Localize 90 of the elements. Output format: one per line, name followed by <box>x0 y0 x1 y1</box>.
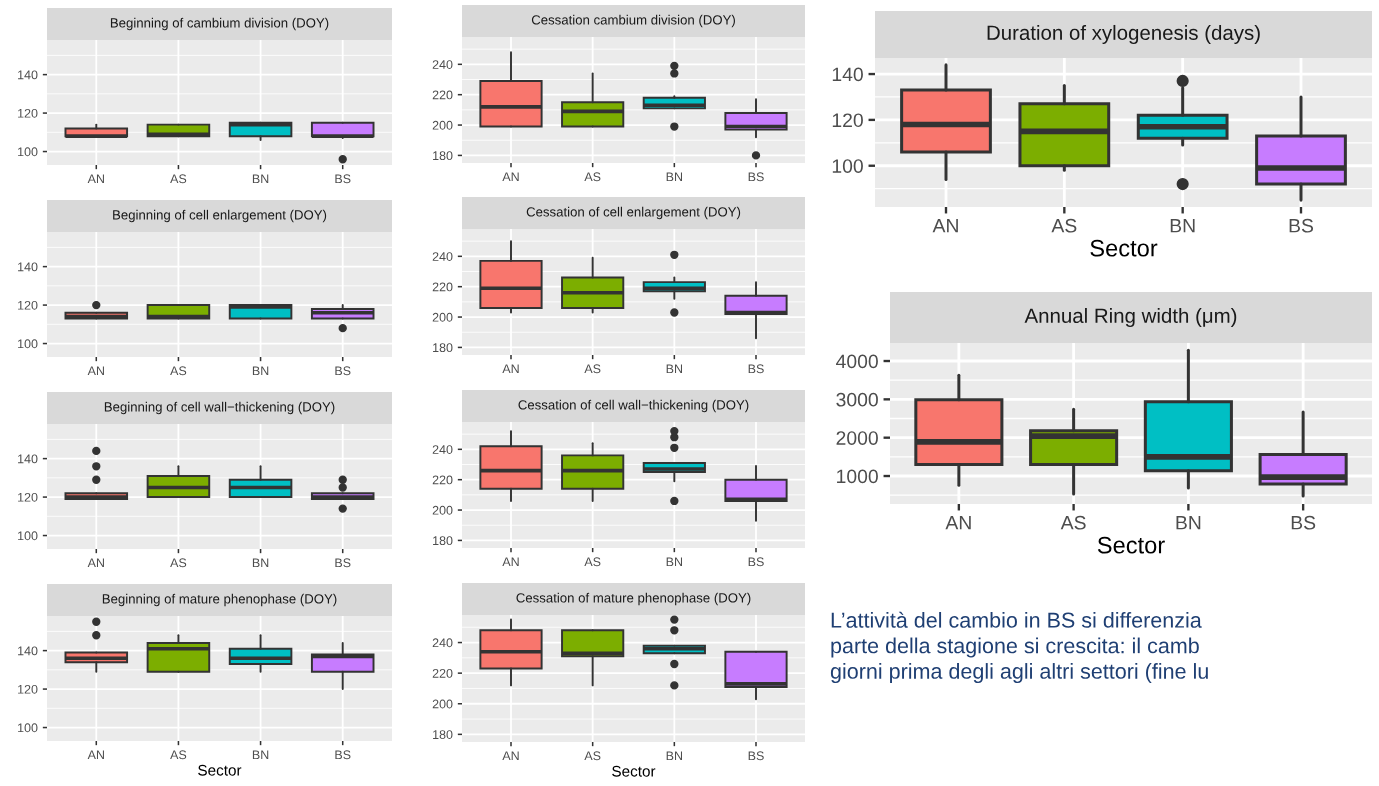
y-tick-label: 100 <box>18 723 38 733</box>
y-tick-label: 100 <box>18 147 38 157</box>
x-axis-title: Sector <box>612 765 656 777</box>
x-tick-label: AN <box>502 172 519 182</box>
x-tick-label: AN <box>87 366 104 376</box>
y-tick-label: 2000 <box>836 431 878 445</box>
x-tick-label: BS <box>748 557 764 567</box>
y-tick-label: 120 <box>18 684 38 694</box>
y-tick-label: 200 <box>432 312 453 322</box>
y-tick-label: 200 <box>432 120 453 130</box>
chart-title: Cessation of mature phenophase (DOY) <box>516 592 751 606</box>
x-tick-label: AS <box>170 558 187 568</box>
y-tick-label: 1000 <box>837 469 878 484</box>
x-tick-label: AN <box>502 557 519 567</box>
x-tick-label: AS <box>170 750 187 760</box>
y-tick-label: 240 <box>432 60 453 69</box>
y-tick-label: 180 <box>433 343 453 353</box>
y-tick-label: 200 <box>432 699 453 709</box>
y-tick-label: 180 <box>433 730 453 739</box>
x-tick-label: AN <box>945 516 971 530</box>
x-axis-title: Sector <box>1090 239 1158 257</box>
x-tick-label: BS <box>335 750 351 760</box>
x-tick-label: AN <box>87 558 104 568</box>
y-tick-label: 220 <box>432 90 453 100</box>
chart-title: Beginning of cell wall−thickening (DOY) <box>104 401 335 415</box>
y-tick-label: 240 <box>432 252 453 261</box>
chart-title: Duration of xylogenesis (days) <box>987 24 1260 45</box>
chart-title: Beginning of mature phenophase (DOY) <box>102 593 337 607</box>
y-tick-label: 140 <box>18 454 38 464</box>
x-tick-label: BN <box>1176 516 1201 530</box>
y-tick-label: 4000 <box>836 354 878 369</box>
chart-title: Cessation of cell wall−thickening (DOY) <box>518 399 749 413</box>
chart-title: Cessation of cell enlargement (DOY) <box>526 206 741 220</box>
x-tick-label: BS <box>748 364 764 374</box>
x-tick-label: AS <box>170 366 187 376</box>
x-tick-label: BN <box>666 364 682 374</box>
x-tick-label: BS <box>1291 515 1316 530</box>
x-tick-label: BN <box>252 366 269 376</box>
y-tick-label: 140 <box>832 67 863 82</box>
y-tick-label: 120 <box>832 113 863 128</box>
y-tick-label: 220 <box>432 668 453 678</box>
x-tick-label: BS <box>748 751 764 761</box>
y-tick-label: 220 <box>432 475 453 485</box>
x-tick-label: BS <box>748 172 764 182</box>
y-tick-label: 3000 <box>836 392 878 407</box>
x-tick-label: AN <box>502 751 519 761</box>
y-tick-label: 140 <box>18 70 38 80</box>
y-tick-label: 100 <box>832 159 863 173</box>
y-tick-label: 100 <box>18 531 38 541</box>
x-tick-label: BS <box>335 558 351 568</box>
x-tick-label: BN <box>666 557 682 567</box>
x-tick-label: AN <box>502 364 519 374</box>
x-tick-label: AN <box>87 174 104 184</box>
x-tick-label: BN <box>1170 219 1195 233</box>
text: L’attività del cambio in BS si differenzia parte della stagione si crescita: il camb giorni prima degli agli altri settori (fine lu <box>830 611 1208 684</box>
x-tick-label: AS <box>584 557 601 567</box>
x-tick-label: BN <box>252 558 269 568</box>
y-tick-label: 100 <box>18 339 38 349</box>
x-tick-label: BN <box>666 172 682 182</box>
x-axis-title: Sector <box>198 764 242 776</box>
x-tick-label: AN <box>932 219 958 233</box>
y-tick-label: 140 <box>18 262 38 272</box>
x-tick-label: BS <box>1289 218 1314 233</box>
y-tick-label: 180 <box>433 536 453 546</box>
x-tick-label: AS <box>1051 218 1077 233</box>
x-tick-label: AS <box>1060 515 1086 530</box>
y-tick-label: 240 <box>432 638 453 648</box>
x-tick-label: AS <box>170 174 187 184</box>
y-tick-label: 120 <box>18 108 38 118</box>
chart-title: Beginning of cambium division (DOY) <box>110 17 329 31</box>
chart-title: Annual Ring width (μm) <box>1024 307 1237 328</box>
y-tick-label: 240 <box>432 445 453 454</box>
y-tick-label: 220 <box>432 282 453 292</box>
x-tick-label: AS <box>584 364 601 374</box>
chart-title: Cessation cambium division (DOY) <box>531 14 735 28</box>
y-tick-label: 120 <box>18 492 38 502</box>
x-tick-label: AS <box>584 172 601 182</box>
y-tick-label: 120 <box>18 300 38 310</box>
x-tick-label: AN <box>87 750 104 760</box>
y-tick-label: 200 <box>432 505 453 515</box>
x-tick-label: BN <box>252 750 269 760</box>
x-tick-label: BN <box>666 751 682 761</box>
x-tick-label: BN <box>252 174 269 184</box>
x-axis-title: Sector <box>1097 536 1165 554</box>
y-tick-label: 140 <box>18 646 38 656</box>
chart-title: Beginning of cell enlargement (DOY) <box>113 209 327 223</box>
x-tick-label: BS <box>335 174 351 184</box>
x-tick-label: BS <box>335 366 351 376</box>
x-tick-label: AS <box>584 751 601 761</box>
y-tick-label: 180 <box>433 151 453 161</box>
